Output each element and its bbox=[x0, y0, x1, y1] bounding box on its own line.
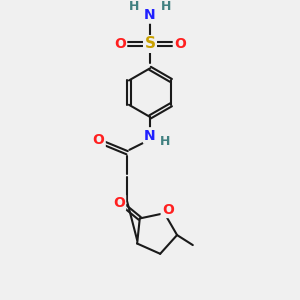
Text: N: N bbox=[144, 128, 156, 142]
Text: H: H bbox=[160, 0, 171, 13]
Text: S: S bbox=[145, 37, 155, 52]
Text: O: O bbox=[162, 203, 174, 217]
Text: O: O bbox=[174, 37, 186, 51]
Text: O: O bbox=[113, 196, 125, 210]
Text: O: O bbox=[114, 37, 126, 51]
Text: N: N bbox=[144, 8, 156, 22]
Text: O: O bbox=[93, 133, 104, 147]
Text: H: H bbox=[160, 135, 170, 148]
Text: H: H bbox=[129, 0, 140, 13]
